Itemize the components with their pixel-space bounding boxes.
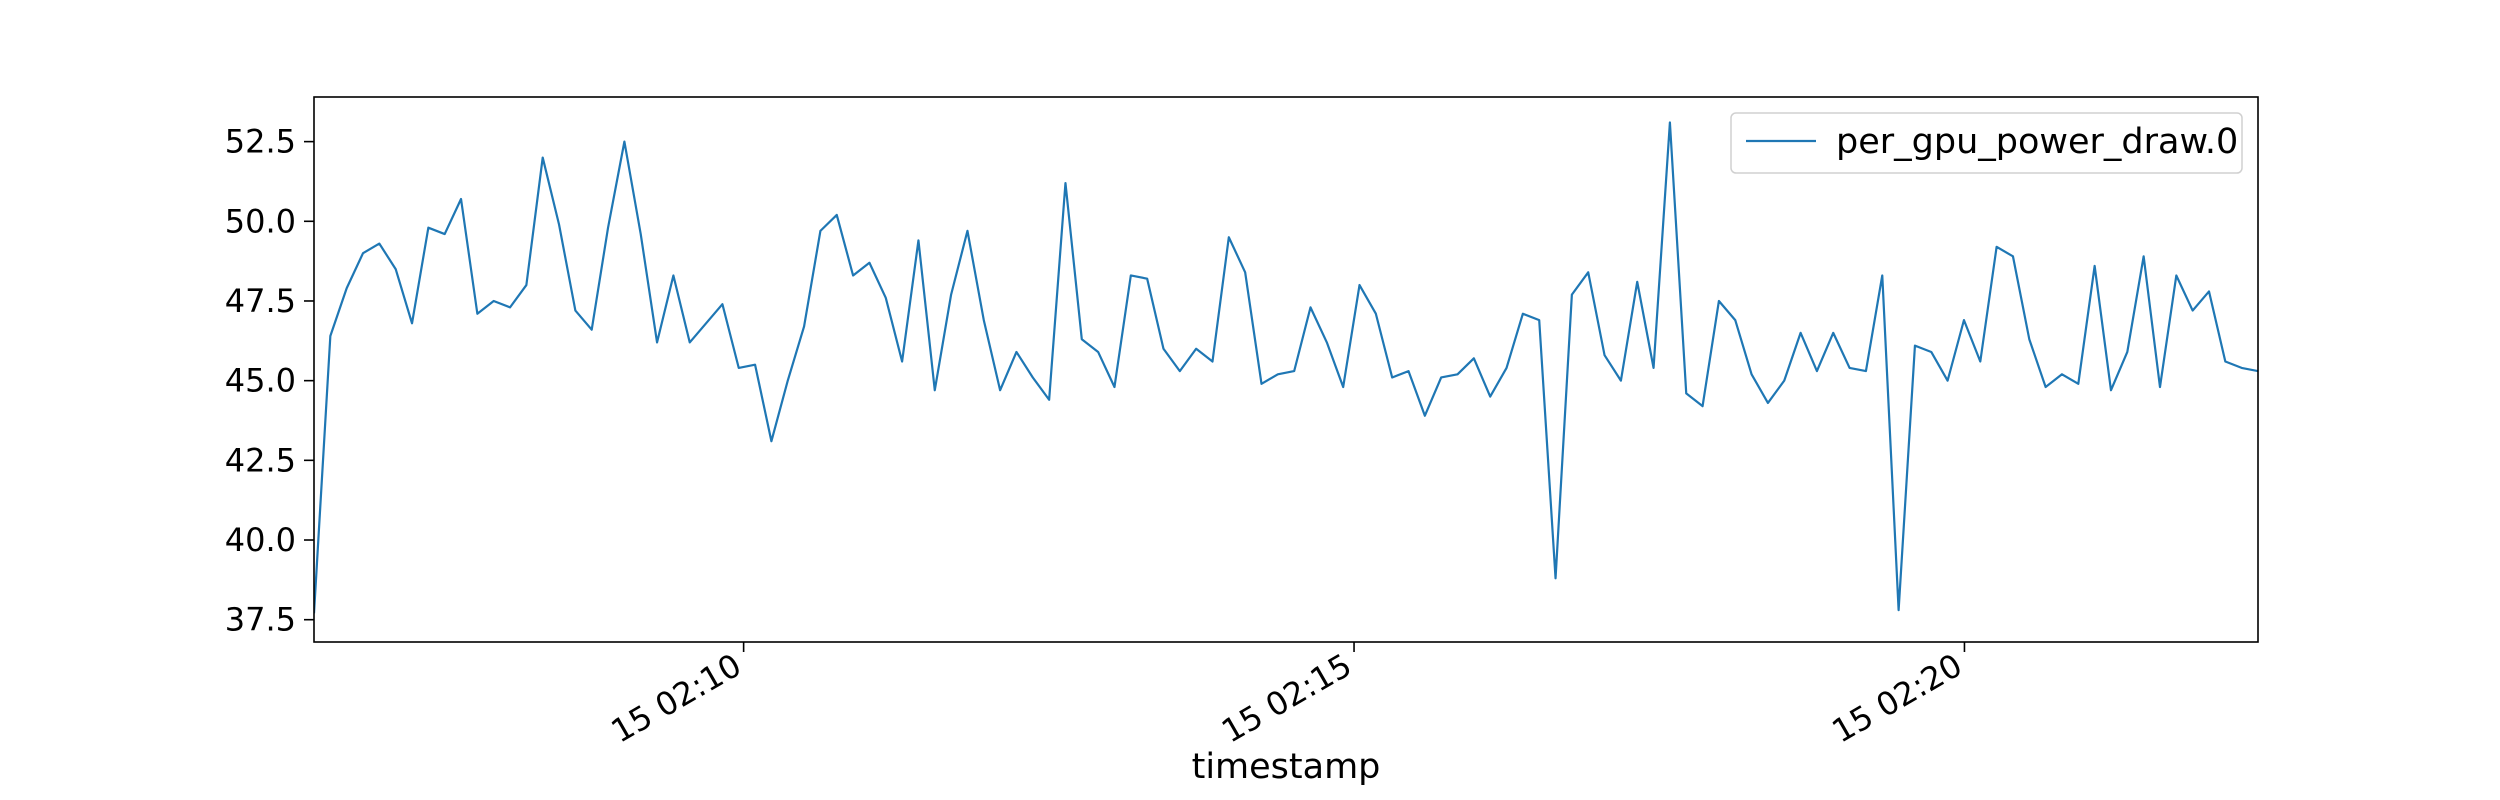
plot-area [314, 121, 2258, 614]
legend-series-label: per_gpu_power_draw.0 [1836, 122, 2238, 162]
y-tick-label: 52.5 [225, 123, 296, 161]
axes-frame [313, 96, 2259, 643]
y-tick-label: 45.0 [225, 362, 296, 400]
y-tick-label: 37.5 [225, 601, 296, 639]
series-line-0 [314, 121, 2258, 614]
y-tick-label: 47.5 [225, 282, 296, 320]
x-axis-title: timestamp [1192, 747, 1381, 787]
y-tick-label: 40.0 [225, 521, 296, 559]
legend: per_gpu_power_draw.0 [1730, 112, 2243, 174]
y-tick-label: 42.5 [225, 441, 296, 479]
y-tick-label: 50.0 [225, 202, 296, 240]
legend-frame [1730, 112, 2243, 174]
